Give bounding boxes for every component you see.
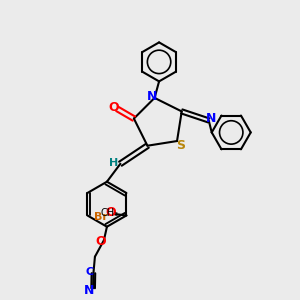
Text: S: S — [176, 139, 185, 152]
Text: H: H — [109, 158, 119, 167]
Text: N: N — [84, 284, 95, 297]
Text: Br: Br — [94, 212, 108, 222]
Text: N: N — [206, 112, 216, 125]
Text: O: O — [95, 235, 106, 248]
Text: O: O — [105, 206, 116, 219]
Text: N: N — [146, 90, 157, 103]
Text: C: C — [86, 267, 94, 277]
Text: O: O — [109, 101, 119, 114]
Text: CH₃: CH₃ — [101, 208, 119, 218]
